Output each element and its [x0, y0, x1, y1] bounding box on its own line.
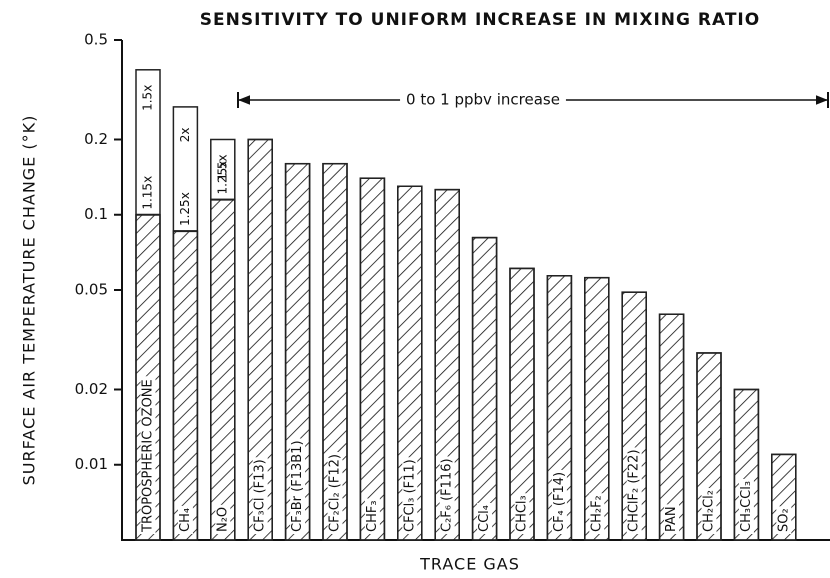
bar-label: CHF₃	[365, 500, 380, 532]
bar-label: CHCl₃	[515, 495, 530, 532]
bar-label-bg	[140, 376, 156, 534]
bar-label-bg	[364, 498, 380, 534]
bar-hatch	[359, 177, 386, 541]
split-label: 1.5x	[215, 154, 229, 180]
bar-label-bg	[252, 457, 268, 534]
bar-hatch	[172, 230, 199, 541]
bar-label: CFCl₃ (F11)	[402, 459, 417, 532]
y-tick-label: 0.02	[75, 380, 108, 398]
annotation: 0 to 1 ppbv increase	[406, 91, 560, 109]
bar-label: CCl₄	[477, 505, 492, 532]
bar-label: PAN	[664, 506, 679, 532]
bar-label: CH₄	[178, 508, 193, 532]
split-label: 1.15x	[141, 176, 155, 210]
y-tick-label: 0.5	[84, 31, 108, 49]
bar-hatch	[658, 313, 685, 541]
bar-label-bg	[738, 478, 754, 534]
x-axis-label: TRACE GAS	[419, 555, 520, 574]
bar-label: C₂F₆ (F116)	[440, 458, 455, 532]
bar-label-bg	[327, 452, 343, 534]
bar-label: CF₃Br (F13B1)	[290, 440, 305, 532]
bar-label: SO₂	[776, 508, 791, 532]
bar-label-bg	[177, 505, 193, 534]
bar-label: TROPOSPHERIC OZONE	[141, 379, 156, 533]
y-tick-label: 0.1	[84, 205, 108, 223]
split-label: 1.5x	[141, 85, 155, 111]
y-tick-label: 0.05	[75, 281, 108, 299]
bar-label-bg	[551, 469, 567, 534]
bar-label: CF₂Cl₂ (F12)	[328, 454, 343, 532]
split-label: 1.25x	[215, 161, 229, 195]
bar-label-bg	[776, 506, 792, 534]
bar-hatch	[621, 291, 647, 541]
chart-title: SENSITIVITY TO UNIFORM INCREASE IN MIXIN…	[200, 10, 760, 30]
bar-label: N₂O	[215, 507, 230, 532]
bar-label: CH₃CCl₃	[739, 481, 754, 532]
bar-label-bg	[514, 493, 530, 534]
bar-hatch	[471, 236, 498, 541]
y-tick-label: 0.01	[75, 455, 108, 473]
bar-label: CHClF₂ (F22)	[627, 449, 642, 532]
bar-label-bg	[439, 456, 455, 534]
bar-label-bg	[402, 457, 418, 534]
bar-label: CF₄ (F14)	[552, 472, 567, 532]
bar-label: CF₃Cl (F13)	[253, 459, 268, 532]
y-tick-label: 0.2	[84, 130, 108, 148]
bar-label-bg	[626, 447, 642, 534]
bar-label-bg	[290, 438, 306, 534]
bar-label: CH₂F₂	[589, 495, 604, 532]
bar-hatch	[210, 198, 236, 541]
bar-label-bg	[664, 504, 680, 534]
bar-label-bg	[701, 488, 717, 534]
bar-label-bg	[477, 503, 493, 534]
split-label: 1.25x	[178, 192, 192, 226]
bar-label-bg	[589, 493, 605, 534]
bar-hatch	[434, 188, 460, 541]
split-label: 2x	[178, 128, 192, 143]
bar-label: CH₂Cl₂	[702, 490, 717, 532]
y-axis-label: SURFACE AIR TEMPERATURE CHANGE (°K)	[20, 115, 39, 486]
bar-label-bg	[215, 504, 231, 534]
